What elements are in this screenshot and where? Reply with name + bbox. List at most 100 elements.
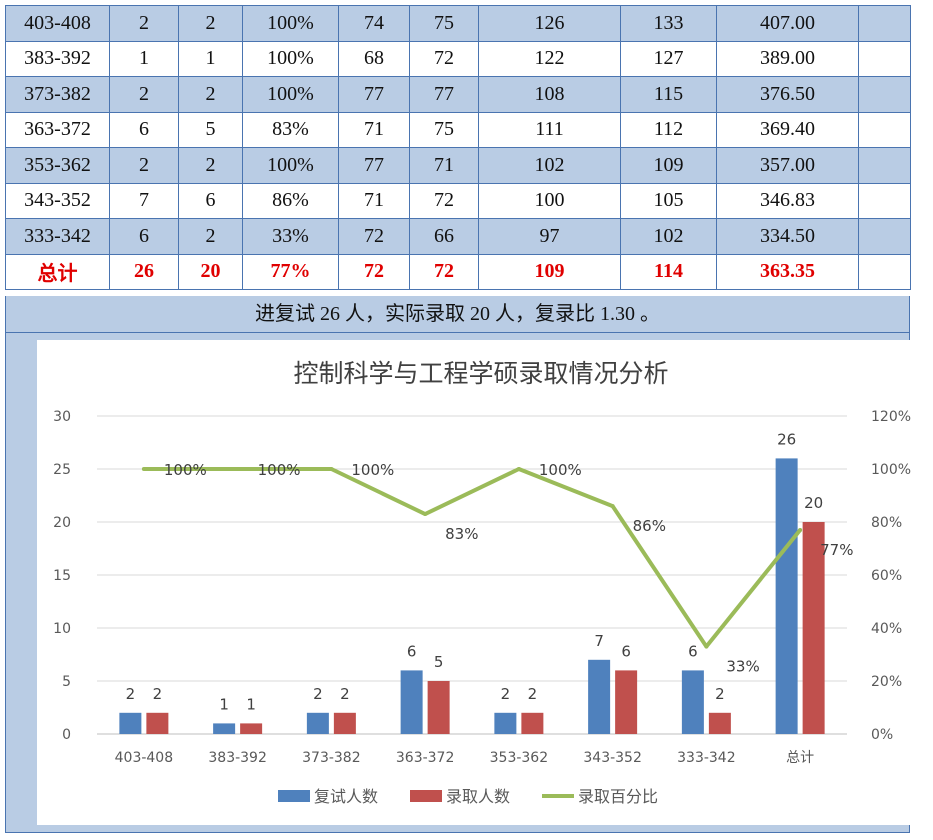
table-cell-admitted: 6 [178, 182, 243, 219]
bar-retest [213, 723, 236, 734]
table-cell-empty [858, 218, 911, 255]
x-tick-label: 333-342 [677, 750, 736, 766]
bar-data-label: 2 [501, 685, 511, 703]
table-cell-avg: 407.00 [716, 5, 859, 42]
table-cell-range: 353-362 [5, 147, 110, 184]
legend-label: 复试人数 [314, 787, 378, 806]
table-cell-range: 363-372 [5, 111, 110, 148]
bar-retest [775, 458, 798, 734]
table-cell-c1: 71 [338, 111, 410, 148]
table-cell-c1: 77 [338, 147, 410, 184]
bar-admitted [521, 712, 544, 734]
x-tick-label: 353-362 [490, 750, 549, 766]
summary-text: 进复试 26 人，实际录取 20 人，复录比 1.30 。 [5, 296, 910, 333]
table-cell-avg: 389.00 [716, 40, 859, 77]
table-cell-c3: 108 [478, 76, 621, 113]
table-cell-admitted: 2 [178, 218, 243, 255]
y-tick-label: 20 [53, 515, 71, 531]
bar-data-label: 2 [126, 685, 136, 703]
table-cell-retest: 6 [109, 218, 179, 255]
table-cell-c2: 66 [409, 218, 479, 255]
table-row: 333-342 6 2 33% 72 66 97 102 334.50 [5, 218, 911, 255]
y2-tick-label: 80% [871, 515, 902, 531]
table-cell-c3: 111 [478, 111, 621, 148]
y-tick-label: 0 [62, 727, 71, 743]
y2-tick-label: 100% [871, 462, 911, 478]
y-tick-label: 5 [62, 674, 71, 690]
ratio-data-label: 100% [258, 461, 301, 479]
chart-title: 控制科学与工程学硕录取情况分析 [293, 359, 668, 388]
table-row: 343-352 7 6 86% 71 72 100 105 346.83 [5, 182, 911, 219]
table-cell-c1: 77 [338, 76, 410, 113]
bar-admitted [615, 670, 638, 734]
table-row: 373-382 2 2 100% 77 77 108 115 376.50 [5, 76, 911, 113]
bar-admitted [802, 522, 825, 734]
table-cell-retest: 2 [109, 5, 179, 42]
table-cell-c4: 109 [620, 147, 717, 184]
legend-swatch [410, 790, 442, 802]
ratio-data-label: 77% [820, 541, 853, 559]
table-cell-range: 383-392 [5, 40, 110, 77]
table-cell-avg: 376.50 [716, 76, 859, 113]
table-cell-empty [858, 40, 911, 77]
x-tick-label: 总计 [786, 750, 814, 766]
ratio-data-label: 86% [633, 517, 666, 535]
table-row: 383-392 1 1 100% 68 72 122 127 389.00 [5, 40, 911, 77]
bar-data-label: 2 [528, 685, 538, 703]
table-cell-empty [858, 111, 911, 148]
y2-tick-label: 60% [871, 568, 902, 584]
y-tick-label: 25 [53, 462, 71, 478]
table-cell-c3: 97 [478, 218, 621, 255]
x-tick-label: 363-372 [396, 750, 455, 766]
table-cell-retest: 2 [109, 76, 179, 113]
table-cell-empty [858, 147, 911, 184]
bar-data-label: 2 [340, 685, 350, 703]
y-tick-label: 30 [53, 409, 71, 425]
x-tick-label: 403-408 [115, 750, 174, 766]
score-table: 403-408 2 2 100% 74 75 126 133 407.00 383-392 1 1 10… [5, 5, 911, 290]
table-cell-c3: 100 [478, 182, 621, 219]
table-cell-c4: 102 [620, 218, 717, 255]
bar-retest [306, 712, 329, 734]
bar-data-label: 5 [434, 653, 444, 671]
table-cell-c1: 72 [338, 218, 410, 255]
bar-data-label: 7 [594, 632, 604, 650]
y2-tick-label: 20% [871, 674, 902, 690]
table-cell-empty [858, 182, 911, 219]
ratio-line [143, 467, 802, 649]
table-cell-retest: 6 [109, 111, 179, 148]
table-cell-admitted: 5 [178, 111, 243, 148]
bar-retest [494, 712, 517, 734]
table-cell-retest: 1 [109, 40, 179, 77]
table-cell-c2: 72 [409, 253, 479, 290]
bar-admitted [333, 712, 356, 734]
bar-data-label: 6 [407, 642, 417, 660]
legend-label: 录取百分比 [578, 787, 658, 806]
bar-admitted [427, 681, 450, 734]
y2-tick-label: 40% [871, 621, 902, 637]
ratio-point [329, 467, 334, 471]
ratio-data-label: 100% [164, 461, 207, 479]
table-cell-retest: 26 [109, 253, 179, 290]
ratio-point [798, 527, 803, 532]
table-cell-retest: 7 [109, 182, 179, 219]
x-tick-label: 343-352 [583, 750, 642, 766]
table-cell-c4: 112 [620, 111, 717, 148]
ratio-point [235, 467, 240, 471]
table-cell-range: 333-342 [5, 218, 110, 255]
ratio-point [704, 644, 709, 649]
y-tick-label: 10 [53, 621, 71, 637]
table-cell-ratio: 100% [242, 40, 339, 77]
bar-data-label: 26 [777, 430, 796, 448]
table-cell-range: 373-382 [5, 76, 110, 113]
table-cell-admitted: 2 [178, 5, 243, 42]
bar-retest [119, 712, 142, 734]
bar-data-label: 2 [153, 685, 163, 703]
table-cell-c2: 75 [409, 111, 479, 148]
table-cell-c1: 68 [338, 40, 410, 77]
bar-data-label: 1 [219, 695, 229, 713]
table-cell-ratio: 100% [242, 76, 339, 113]
table-row: 363-372 6 5 83% 71 75 111 112 369.40 [5, 111, 911, 148]
legend-label: 录取人数 [446, 787, 510, 806]
